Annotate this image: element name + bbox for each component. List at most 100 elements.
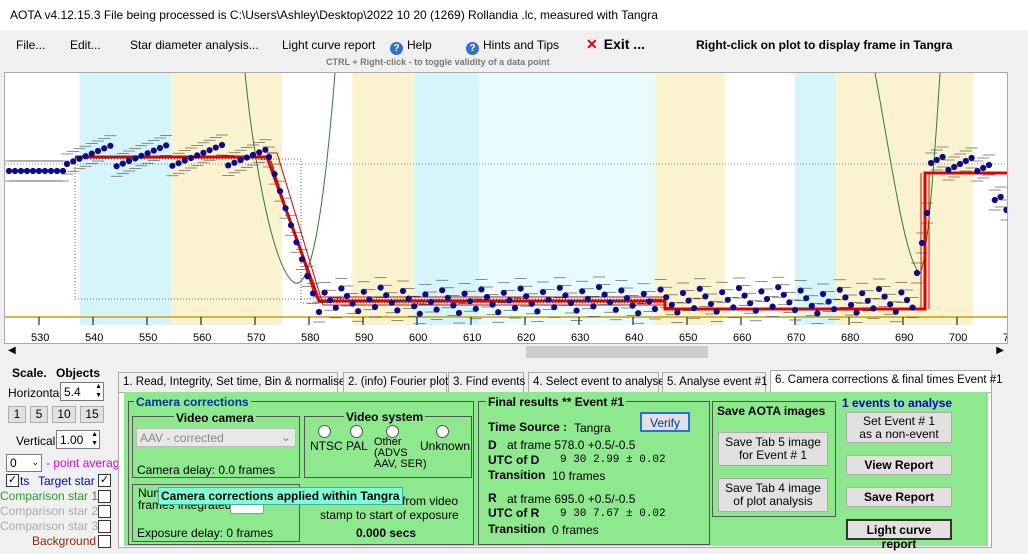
tab-camera-corrections[interactable]: 6. Camera corrections & final times Even… [770, 370, 1003, 392]
data-point [696, 285, 703, 292]
data-point [472, 305, 479, 312]
window-title: AOTA v4.12.15.3 File being processed is … [10, 8, 658, 22]
tab-find-events[interactable]: 3. Find events [448, 372, 525, 392]
data-point [551, 304, 558, 311]
menu-hints[interactable]: ? Hints and Tips [466, 38, 559, 55]
tab-read[interactable]: 1. Read, Integrity, Set time, Bin & norm… [118, 372, 345, 392]
x-tick-label: 570 [247, 332, 265, 344]
spinner-icon[interactable]: ▲ ▼ [91, 431, 98, 447]
view-report-button[interactable]: View Report [846, 455, 952, 475]
zoom-1-button[interactable]: 1 [8, 406, 26, 423]
spinner-icon[interactable]: ▲ ▼ [95, 383, 102, 399]
menu-help[interactable]: ? Help [390, 38, 432, 55]
tab-select-event[interactable]: 4. Select event to analyse [528, 372, 665, 392]
data-point [808, 302, 815, 309]
other-radio[interactable] [386, 425, 399, 438]
menu-exit[interactable]: ✕ Exit ... [586, 36, 645, 53]
data-point [974, 167, 981, 175]
data-point [101, 145, 108, 152]
background-label: Background [32, 534, 97, 548]
data-point [997, 193, 1004, 201]
zoom-15-button[interactable]: 15 [80, 406, 104, 423]
save-tab4-button[interactable]: Save Tab 4 image of plot analysis [718, 478, 828, 512]
scroll-left-icon[interactable]: ◀ [8, 345, 16, 356]
data-point [422, 291, 429, 298]
zoom-10-button[interactable]: 10 [52, 406, 76, 423]
data-point [150, 147, 157, 154]
data-point [842, 294, 849, 301]
save-images-title: Save AOTA images [716, 404, 827, 418]
data-point [758, 288, 765, 295]
plot-band [654, 73, 725, 325]
menu-file[interactable]: File... [16, 38, 46, 52]
comparison-star-2-checkbox[interactable] [98, 505, 111, 518]
target-star-checkbox[interactable]: ✓ [98, 474, 111, 487]
time-source-label: Time Source : [488, 420, 568, 434]
scroll-right-icon[interactable]: ▶ [996, 345, 1004, 356]
light-curve-plot[interactable]: 530 540 550 560 570 580 590 600 610 620 630 640 650 6… [4, 72, 1008, 344]
tab-strip: 1. Read, Integrity, Set time, Bin & norm… [118, 370, 1003, 392]
data-point [825, 298, 832, 305]
x-tick-label: 580 [301, 332, 319, 344]
data-point [1003, 206, 1007, 214]
comparison-star-3-checkbox[interactable] [98, 520, 111, 533]
events-count: 1 events to analyse [842, 396, 953, 410]
data-point [991, 196, 998, 204]
data-point [612, 306, 619, 313]
zoom-5-button[interactable]: 5 [30, 406, 48, 423]
menu-light-curve[interactable]: Light curve report [282, 38, 376, 52]
data-point [819, 290, 827, 298]
unknown-radio[interactable] [436, 425, 449, 438]
plot-points-checkbox[interactable]: ✓ [6, 474, 19, 487]
pal-radio[interactable] [350, 425, 363, 438]
ntsc-label: NTSC [310, 439, 343, 453]
point-average-value: 0 [10, 456, 17, 470]
r-label: R [488, 491, 497, 505]
save-report-button[interactable]: Save Report [846, 487, 952, 507]
objects-title: Objects [56, 366, 101, 380]
exposure-delay-value: Exposure delay: 0 frames [137, 526, 274, 540]
menu-edit[interactable]: Edit... [70, 38, 101, 52]
verify-button[interactable]: Verify [640, 412, 690, 432]
tab-analyse-event[interactable]: 5. Analyse event #1 [662, 372, 767, 392]
data-point [355, 308, 362, 315]
data-point [265, 153, 273, 161]
data-point [321, 289, 328, 296]
menu-star-diameter[interactable]: Star diameter analysis... [130, 38, 259, 52]
data-point [212, 144, 219, 151]
horizontal-label: Horizontal [8, 386, 63, 400]
plot-canvas[interactable]: 530 540 550 560 570 580 590 600 610 620 630 640 650 6… [5, 73, 1008, 344]
right-click-note: Right-click on plot to display frame in … [696, 38, 953, 52]
plot-band [282, 73, 353, 325]
data-point [595, 283, 603, 291]
data-point [791, 306, 799, 314]
set-non-event-button[interactable]: Set Event # 1 as a non-event [846, 412, 952, 443]
data-point [545, 296, 552, 303]
data-point [887, 301, 894, 308]
point-average-select[interactable]: 0 ⌄ [6, 454, 42, 472]
data-point [366, 296, 373, 303]
data-point [169, 162, 176, 169]
vertical-scale-input[interactable]: 1.00 ▲ ▼ [56, 430, 100, 449]
comparison-star-1-checkbox[interactable] [98, 490, 111, 503]
ntsc-radio[interactable] [318, 425, 331, 438]
light-curve-report-button[interactable]: Light curve report [846, 519, 952, 551]
data-point [461, 290, 468, 297]
data-point [539, 288, 547, 296]
data-point [623, 294, 631, 302]
plot-scrollbar[interactable]: ◀ ▶ [4, 344, 1008, 360]
data-point [730, 304, 737, 311]
comparison-star-2-label: Comparison star 2 [0, 504, 99, 518]
save-tab5-button[interactable]: Save Tab 5 image for Event # 1 [718, 432, 828, 466]
transition-d-label: Transition [488, 468, 546, 482]
hints-icon: ? [466, 42, 479, 55]
data-point [349, 300, 356, 307]
background-checkbox[interactable] [98, 535, 111, 548]
tab-fourier[interactable]: 2. (info) Fourier plot [343, 372, 448, 392]
data-point [657, 286, 664, 293]
scroll-thumb[interactable] [526, 346, 708, 358]
data-point [132, 155, 139, 162]
horizontal-scale-input[interactable]: 5.4 ▲ ▼ [60, 382, 104, 401]
data-point [780, 291, 787, 298]
camera-model-select[interactable]: AAV - corrected ⌄ [136, 428, 296, 447]
